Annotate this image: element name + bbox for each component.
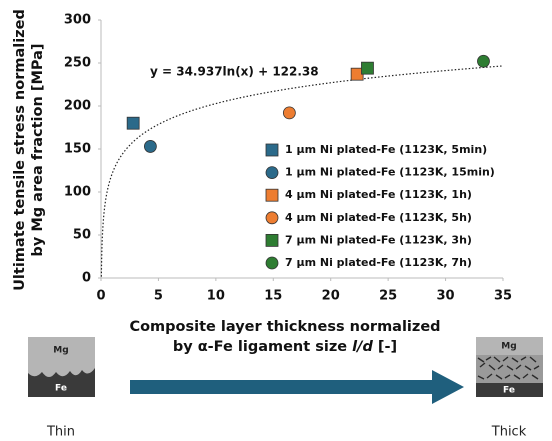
- y-tick-label: 300: [64, 13, 91, 28]
- x-label-part: [-]: [373, 339, 397, 355]
- caption: Thin: [46, 425, 75, 440]
- legend-marker: [265, 166, 279, 180]
- mg-region: [28, 337, 95, 377]
- legend-label: 7 μm Ni plated-Fe (1123K, 7h): [285, 256, 472, 269]
- mg-label: Mg: [501, 342, 516, 352]
- thick-illustration: Mg Fe Thick: [476, 337, 543, 440]
- legend-label: 1 μm Ni plated-Fe (1123K, 5min): [285, 143, 487, 156]
- legend-label: 7 μm Ni plated-Fe (1123K, 3h): [285, 233, 472, 246]
- y-tick-label: 50: [73, 228, 91, 243]
- y-tick-label: 100: [64, 185, 91, 200]
- y-tick-label: 250: [64, 56, 91, 71]
- data-point: [361, 61, 374, 75]
- data-point: [143, 140, 157, 153]
- mg-region: [476, 337, 543, 355]
- caption: Thick: [491, 425, 527, 440]
- x-axis-label: Composite layer thickness normalized: [129, 319, 440, 335]
- legend-label: 4 μm Ni plated-Fe (1123K, 1h): [285, 188, 472, 201]
- trend-equation: y = 34.937ln(x) + 122.38: [150, 65, 319, 79]
- y-tick-label: 200: [64, 99, 91, 114]
- x-tick-label: 10: [207, 289, 225, 304]
- y-axis-label-group: Ultimate tensile stress normalized by Mg…: [12, 9, 46, 291]
- x-tick-label: 5: [154, 289, 163, 304]
- trend-line: [100, 65, 504, 277]
- x-tick-label: 0: [96, 289, 105, 304]
- mg-label: Mg: [53, 346, 68, 356]
- x-tick-label: 30: [437, 289, 455, 304]
- x-tick-label: 25: [379, 289, 397, 304]
- legend-marker: [265, 188, 279, 202]
- y-tick-label: 0: [82, 271, 91, 286]
- y-axis-label: Ultimate tensile stress normalized: [12, 9, 28, 291]
- hatching: [477, 356, 540, 380]
- data-point: [477, 54, 490, 68]
- legend-marker: [265, 211, 279, 225]
- legend-label: 4 μm Ni plated-Fe (1123K, 5h): [285, 211, 472, 224]
- x-label-part: by α-Fe ligament size: [173, 339, 352, 355]
- legend-marker: [265, 233, 279, 247]
- fe-label: Fe: [55, 384, 67, 394]
- y-tick-label: 150: [64, 142, 91, 157]
- x-axis-label: by α-Fe ligament size l/d [-]: [173, 339, 397, 355]
- y-axis-label: by Mg area fraction [MPa]: [30, 43, 46, 256]
- x-label-part: l/d: [352, 339, 373, 355]
- data-point: [282, 106, 296, 120]
- x-tick-label: 15: [264, 289, 282, 304]
- data-point: [126, 116, 140, 130]
- legend-marker: [265, 256, 279, 270]
- arrow: [130, 370, 464, 404]
- legend-label: 1 μm Ni plated-Fe (1123K, 15min): [285, 166, 495, 179]
- x-tick-label: 35: [494, 289, 512, 304]
- x-tick-label: 20: [322, 289, 340, 304]
- thin-illustration: Mg Fe Thin: [28, 337, 95, 440]
- fe-label: Fe: [503, 386, 515, 396]
- legend-marker: [265, 143, 279, 157]
